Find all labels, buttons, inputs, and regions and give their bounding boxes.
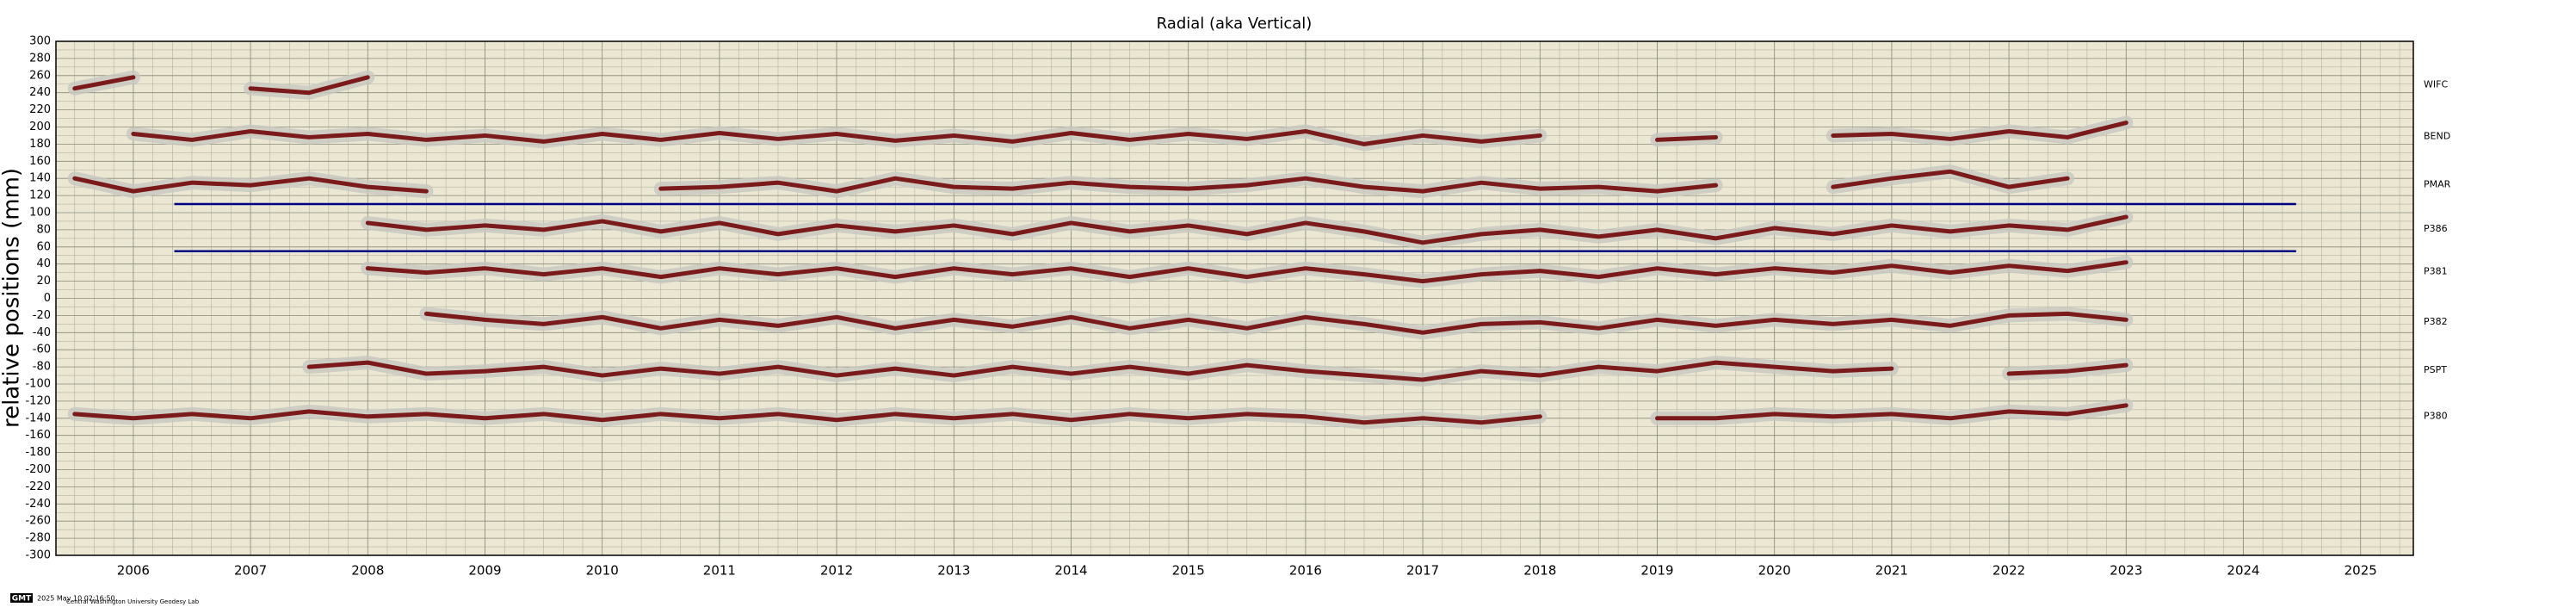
series-line bbox=[72, 403, 2128, 425]
y-tick-label: 180 bbox=[29, 138, 51, 151]
y-tick-label: -60 bbox=[33, 344, 51, 356]
y-tick-label: 60 bbox=[36, 240, 51, 253]
series-line bbox=[306, 360, 2128, 382]
y-tick-label: -260 bbox=[25, 515, 51, 528]
x-tick-label: 2014 bbox=[1054, 563, 1087, 579]
x-tick-label: 2009 bbox=[468, 563, 501, 579]
x-tick-label: 2016 bbox=[1289, 563, 1322, 579]
x-tick-label: 2023 bbox=[2110, 563, 2142, 579]
series-line bbox=[365, 260, 2128, 284]
y-tick-label: 140 bbox=[29, 172, 51, 185]
y-tick-label: 100 bbox=[29, 207, 51, 220]
gmt-logo-box bbox=[10, 593, 33, 603]
x-tick-label: 2018 bbox=[1523, 563, 1556, 579]
x-tick-label: 2022 bbox=[1992, 563, 2025, 579]
y-tick-label: -240 bbox=[25, 498, 51, 511]
x-tick-label: 2021 bbox=[1875, 563, 1908, 579]
x-tick-label: 2011 bbox=[703, 563, 736, 579]
series-line bbox=[423, 311, 2128, 335]
station-label: PSPT bbox=[2424, 364, 2447, 375]
y-tick-label: 200 bbox=[29, 121, 51, 133]
y-tick-label: 260 bbox=[29, 69, 51, 82]
y-tick-label: -280 bbox=[25, 532, 51, 545]
y-tick-label: 120 bbox=[29, 189, 51, 202]
x-tick-label: 2020 bbox=[1758, 563, 1791, 579]
plot-frame bbox=[55, 40, 2414, 556]
y-tick-label: 300 bbox=[29, 35, 51, 48]
y-tick-label: 0 bbox=[44, 292, 51, 305]
x-tick-label: 2017 bbox=[1406, 563, 1439, 579]
series-line bbox=[365, 214, 2128, 245]
series-line bbox=[72, 75, 370, 96]
series-line bbox=[72, 169, 2070, 194]
y-tick-label: -220 bbox=[25, 480, 51, 493]
y-tick-label: 220 bbox=[29, 103, 51, 116]
station-label: P382 bbox=[2424, 316, 2448, 327]
x-tick-label: 2006 bbox=[117, 563, 150, 579]
x-tick-label: 2015 bbox=[1172, 563, 1205, 579]
x-tick-label: 2010 bbox=[586, 563, 619, 579]
y-tick-label: -160 bbox=[25, 429, 51, 442]
y-tick-label: 240 bbox=[29, 86, 51, 99]
station-label: PMAR bbox=[2424, 179, 2451, 190]
y-tick-label: -140 bbox=[25, 412, 51, 424]
station-label: P380 bbox=[2424, 410, 2448, 421]
x-tick-label: 2007 bbox=[234, 563, 267, 579]
x-tick-label: 2019 bbox=[1640, 563, 1673, 579]
y-tick-label: -20 bbox=[33, 309, 51, 322]
y-tick-label: 20 bbox=[36, 275, 51, 288]
x-tick-label: 2012 bbox=[820, 563, 853, 579]
y-tick-label: -80 bbox=[33, 361, 51, 374]
y-tick-label: 280 bbox=[29, 52, 51, 65]
series-line bbox=[131, 121, 2128, 146]
station-label: WIFC bbox=[2424, 79, 2448, 90]
x-tick-label: 2013 bbox=[937, 563, 970, 579]
gmt-logo: GMT bbox=[12, 595, 32, 604]
y-tick-label: 160 bbox=[29, 155, 51, 168]
y-tick-label: -180 bbox=[25, 446, 51, 459]
y-axis-label: relative positions (mm) bbox=[0, 168, 25, 428]
credit: Central Washington University Geodesy La… bbox=[66, 598, 200, 605]
chart-title: Radial (aka Vertical) bbox=[1157, 15, 1313, 33]
x-tick-label: 2008 bbox=[351, 563, 384, 579]
station-label: P381 bbox=[2424, 265, 2448, 276]
y-tick-label: -300 bbox=[25, 549, 51, 562]
y-tick-label: -200 bbox=[25, 463, 51, 476]
x-tick-label: 2025 bbox=[2344, 563, 2377, 579]
y-tick-label: -40 bbox=[33, 326, 51, 339]
y-tick-label: -100 bbox=[25, 378, 51, 391]
y-tick-label: -120 bbox=[25, 394, 51, 407]
station-label: P386 bbox=[2424, 223, 2448, 234]
timestamp: 2025 May 10 02:16:50 bbox=[37, 595, 115, 603]
y-tick-label: 80 bbox=[36, 223, 51, 236]
x-tick-label: 2024 bbox=[2227, 563, 2259, 579]
station-label: BEND bbox=[2424, 130, 2450, 141]
y-tick-label: 40 bbox=[36, 257, 51, 270]
